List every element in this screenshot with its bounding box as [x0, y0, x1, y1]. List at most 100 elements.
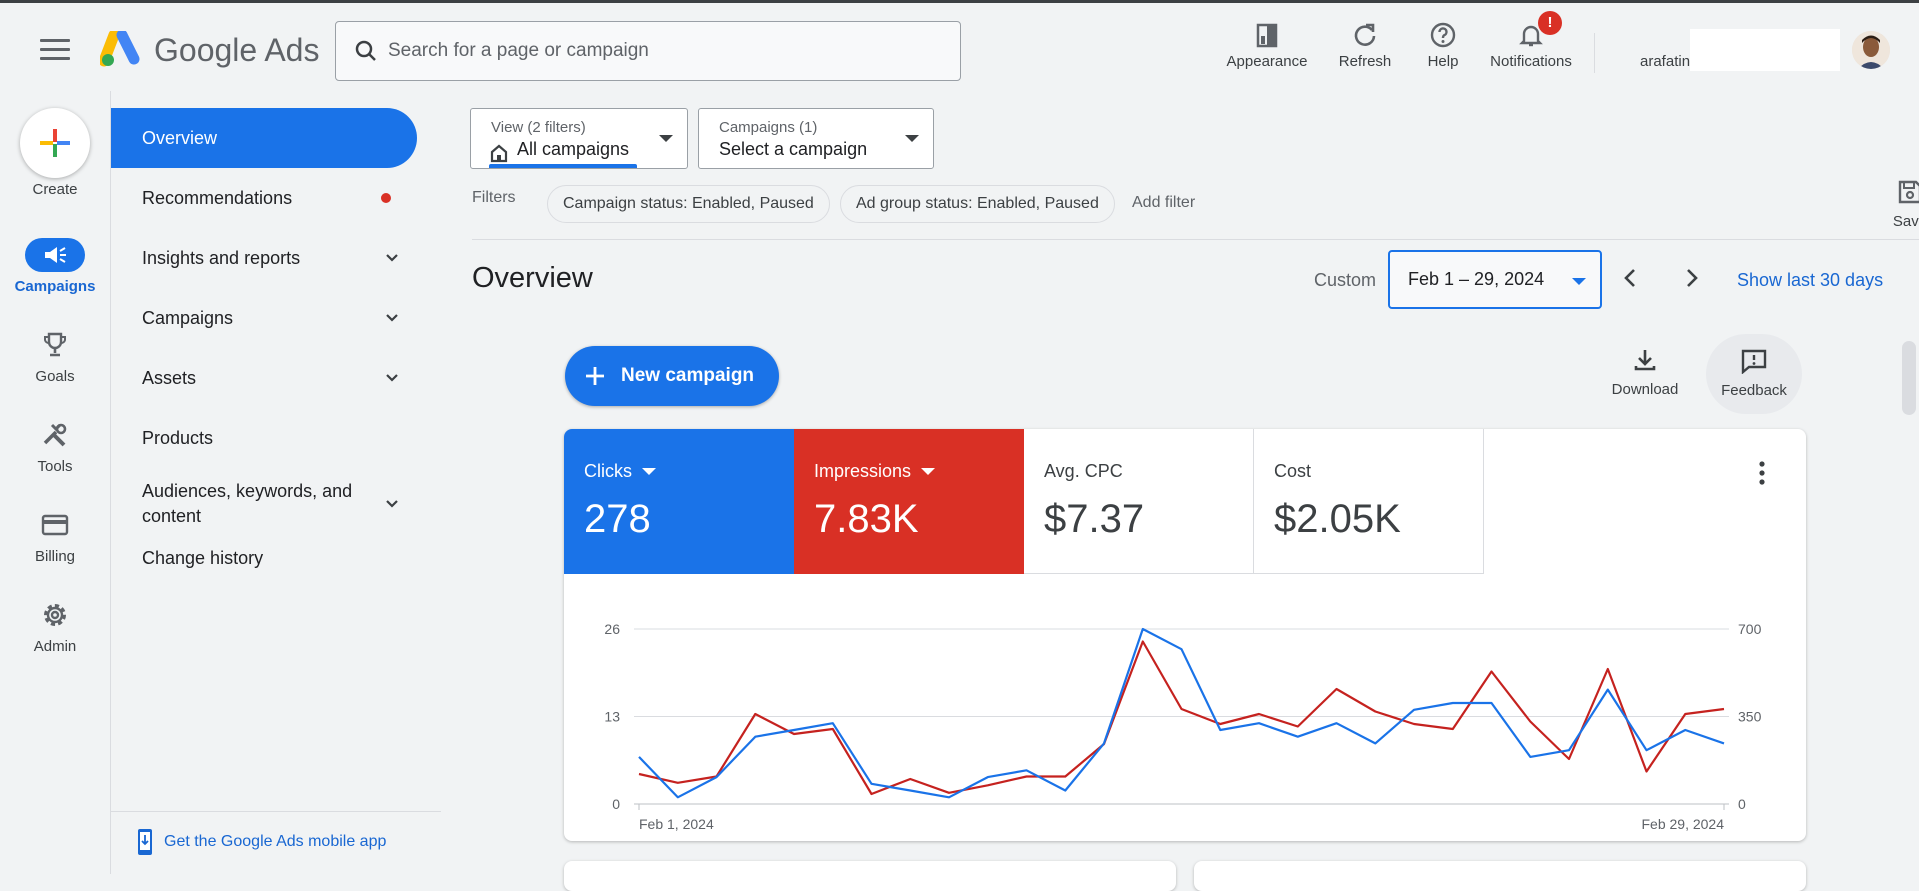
feedback-button[interactable]: Feedback — [1706, 334, 1802, 414]
metric-label: Cost — [1274, 461, 1312, 481]
main-content: View (2 filters) All campaigns Campaigns… — [440, 91, 1919, 891]
add-filter-button[interactable]: Add filter — [1132, 194, 1196, 211]
google-ads-logo-icon — [100, 31, 140, 67]
rail-item-goals[interactable]: Goals — [0, 326, 110, 385]
filters-label: Filters — [472, 189, 516, 206]
home-icon — [490, 144, 508, 163]
nav-item-campaigns[interactable]: Campaigns — [111, 288, 417, 348]
nav-item-insights[interactable]: Insights and reports — [111, 228, 417, 288]
account-name[interactable]: arafatin — [1640, 53, 1691, 70]
caret-down-icon[interactable] — [921, 468, 936, 475]
show-last-30-days-link[interactable]: Show last 30 days — [1737, 270, 1884, 290]
mobile-app-label: Get the Google Ads mobile app — [164, 833, 387, 850]
left-rail: Create Campaigns Goals Tools Billing Adm… — [0, 91, 110, 874]
date-range-picker[interactable]: Feb 1 – 29, 2024 — [1388, 250, 1602, 309]
metric-tile-cost[interactable]: Cost $2.05K — [1254, 429, 1484, 574]
x-tick-label: Feb 1, 2024 — [639, 816, 714, 832]
metric-value: $2.05K — [1274, 497, 1401, 541]
notifications-button[interactable]: ! Notifications — [1484, 11, 1578, 70]
metric-label: Impressions — [814, 461, 912, 481]
create-label: Create — [32, 181, 78, 198]
feedback-icon — [1741, 349, 1767, 375]
campaign-select-label: Campaigns (1) — [719, 119, 818, 136]
rail-item-campaigns[interactable]: Campaigns — [0, 236, 110, 295]
app-name[interactable]: Google Ads — [154, 32, 320, 68]
refresh-label: Refresh — [1338, 53, 1392, 70]
series-line-impressions — [638, 640, 1725, 796]
credit-card-icon — [41, 514, 69, 536]
metric-tile-impressions[interactable]: Impressions 7.83K — [794, 429, 1024, 574]
new-campaign-button[interactable]: New campaign — [565, 346, 779, 406]
chevron-down-icon — [386, 254, 398, 262]
nav-item-assets[interactable]: Assets — [111, 348, 417, 408]
more-vert-icon[interactable] — [1754, 459, 1770, 487]
chevron-left-icon[interactable] — [1618, 265, 1644, 291]
rail-label-tools: Tools — [37, 458, 73, 475]
y-tick-label-right: 350 — [1738, 709, 1762, 725]
main-menu-icon[interactable] — [40, 39, 70, 61]
refresh-icon — [1354, 23, 1376, 46]
performance-card: Clicks 278 Impressions 7.83K Avg. CPC $7… — [564, 429, 1806, 841]
nav-label: Change history — [142, 547, 264, 568]
help-button[interactable]: Help — [1420, 17, 1466, 70]
appearance-icon — [1256, 23, 1278, 48]
nav-item-audiences[interactable]: Audiences, keywords, and content — [111, 468, 417, 540]
plus-icon — [40, 129, 70, 157]
appearance-label: Appearance — [1226, 53, 1308, 70]
scrollbar-thumb[interactable] — [1902, 341, 1916, 415]
y-tick-label-left: 0 — [612, 796, 620, 812]
summary-card — [564, 861, 1176, 891]
caret-down-icon[interactable] — [642, 468, 656, 475]
side-navigation: Overview Recommendations Insights and re… — [110, 91, 441, 874]
nav-label: Overview — [142, 127, 218, 148]
rail-item-admin[interactable]: Admin — [0, 596, 110, 655]
help-label: Help — [1427, 53, 1459, 70]
filter-chip-ad-group-status[interactable]: Ad group status: Enabled, Paused — [840, 185, 1115, 223]
chevron-right-icon[interactable] — [1678, 265, 1704, 291]
save-label: Save — [1892, 213, 1919, 230]
metric-value: 7.83K — [814, 497, 919, 541]
divider — [472, 239, 1919, 240]
tools-icon — [43, 423, 67, 447]
caret-down-icon — [905, 135, 919, 142]
caret-down-icon — [659, 135, 673, 142]
metric-label: Avg. CPC — [1044, 461, 1123, 481]
campaign-select-value: Select a campaign — [719, 139, 868, 159]
nav-item-change-history[interactable]: Change history — [111, 528, 417, 588]
divider — [111, 811, 441, 812]
chevron-down-icon — [386, 500, 398, 508]
bell-icon — [1519, 25, 1543, 47]
save-button[interactable]: Save — [1860, 179, 1919, 230]
download-icon — [1634, 350, 1656, 371]
view-filter-label: View (2 filters) — [491, 119, 586, 136]
refresh-button[interactable]: Refresh — [1330, 17, 1400, 70]
avatar[interactable] — [1852, 31, 1890, 69]
appearance-button[interactable]: Appearance — [1222, 17, 1312, 70]
save-icon — [1898, 180, 1919, 204]
date-range-type-label: Custom — [1314, 270, 1377, 290]
create-button[interactable] — [20, 108, 90, 178]
nav-label: Assets — [142, 367, 197, 388]
search-input[interactable] — [388, 32, 938, 70]
new-campaign-label: New campaign — [621, 365, 755, 386]
campaign-select-dropdown[interactable]: Campaigns (1) Select a campaign — [698, 108, 934, 169]
rail-item-tools[interactable]: Tools — [0, 416, 110, 475]
performance-chart: 0 13 26 0 350 700 Feb 1, 2024 Feb 29, 2024 — [604, 621, 1762, 832]
mobile-app-link[interactable]: Get the Google Ads mobile app — [136, 828, 386, 856]
filter-chip-campaign-status[interactable]: Campaign status: Enabled, Paused — [547, 185, 830, 223]
rail-label-campaigns: Campaigns — [14, 278, 96, 295]
search-box[interactable] — [335, 21, 961, 81]
chevron-down-icon — [386, 374, 398, 382]
summary-card — [1194, 861, 1806, 891]
rail-item-billing[interactable]: Billing — [0, 506, 110, 565]
metric-tile-avg-cpc[interactable]: Avg. CPC $7.37 — [1024, 429, 1254, 574]
download-button[interactable]: Download — [1590, 347, 1700, 398]
nav-item-recommendations[interactable]: Recommendations — [111, 168, 417, 228]
metric-tile-clicks[interactable]: Clicks 278 — [564, 429, 794, 574]
help-icon — [1430, 22, 1456, 48]
y-tick-label-left: 13 — [604, 709, 620, 725]
view-filter-dropdown[interactable]: View (2 filters) All campaigns — [470, 108, 688, 169]
nav-item-overview[interactable]: Overview — [111, 108, 417, 168]
nav-item-products[interactable]: Products — [111, 408, 417, 468]
search-icon — [355, 40, 376, 61]
